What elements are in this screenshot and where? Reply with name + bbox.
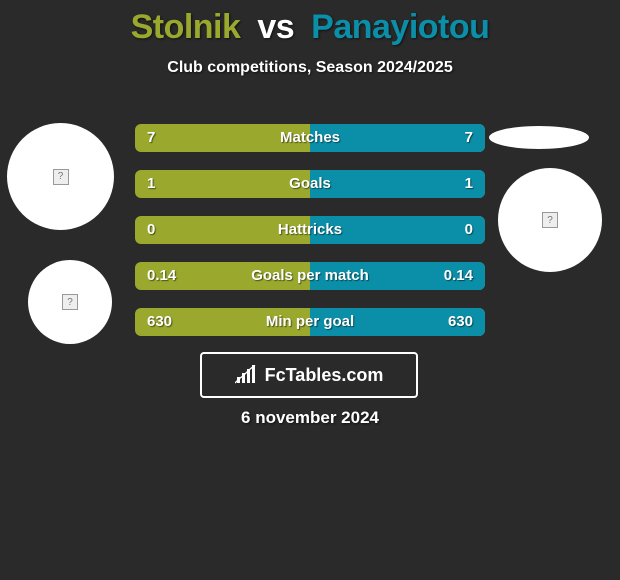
missing-image-icon: ?: [542, 212, 558, 228]
stat-row: 77Matches: [135, 124, 485, 152]
vs-text: vs: [257, 8, 294, 46]
player2-name: Panayiotou: [311, 8, 489, 46]
missing-image-icon: ?: [53, 169, 69, 185]
player1-photo-large: ?: [7, 123, 114, 230]
stat-label: Hattricks: [135, 216, 485, 244]
stat-label: Goals per match: [135, 262, 485, 290]
player2-photo-shadow: [489, 126, 589, 149]
page-title: Stolnik vs Panayiotou: [0, 0, 620, 47]
brand-text: FcTables.com: [265, 365, 384, 386]
stat-label: Min per goal: [135, 308, 485, 336]
date-text: 6 november 2024: [0, 408, 620, 428]
stat-row: 00Hattricks: [135, 216, 485, 244]
stat-row: 11Goals: [135, 170, 485, 198]
stat-label: Matches: [135, 124, 485, 152]
player1-name: Stolnik: [131, 8, 241, 46]
missing-image-icon: ?: [62, 294, 78, 310]
brand-link[interactable]: FcTables.com: [200, 352, 418, 398]
stat-row: 630630Min per goal: [135, 308, 485, 336]
stat-row: 0.140.14Goals per match: [135, 262, 485, 290]
bar-chart-icon: [235, 365, 259, 385]
stats-container: 77Matches 11Goals 00Hattricks 0.140.14Goals…: [135, 124, 485, 354]
subtitle: Club competitions, Season 2024/2025: [0, 59, 620, 77]
stat-label: Goals: [135, 170, 485, 198]
player1-club-badge: ?: [28, 260, 112, 344]
player2-club-badge: ?: [498, 168, 602, 272]
